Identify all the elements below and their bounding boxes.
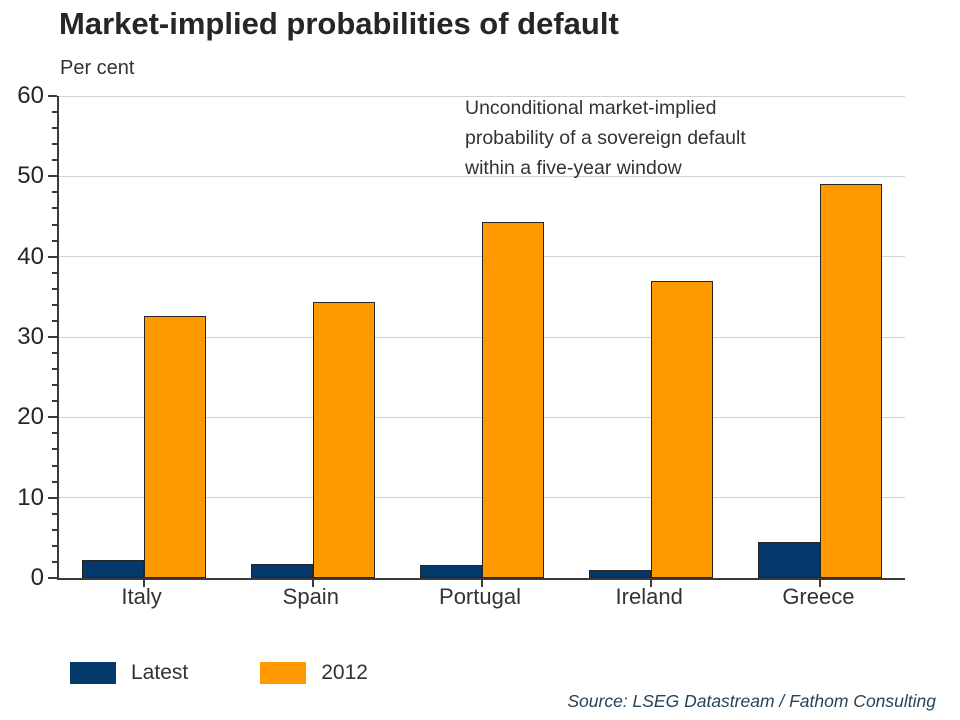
source-credit: Source: LSEG Datastream / Fathom Consult… <box>567 691 936 711</box>
y-axis-minor-tick <box>52 560 57 563</box>
y-axis-minor-tick <box>52 432 57 435</box>
y-axis-label: 10 <box>17 483 44 511</box>
x-axis-tick-spain <box>311 580 314 587</box>
y-axis-major-tick <box>48 175 57 178</box>
y-axis-major-tick <box>48 416 57 419</box>
y-axis-minor-tick <box>52 400 57 403</box>
y-axis-major-tick <box>48 336 57 338</box>
bar-latest-portugal <box>420 565 482 578</box>
y-axis-minor-tick <box>52 319 57 322</box>
bar-2012-portugal <box>482 222 544 578</box>
x-axis-tick-portugal <box>481 580 483 587</box>
bar-2012-ireland <box>651 280 714 578</box>
legend-label-latest: Latest <box>131 661 189 684</box>
y-axis-minor-tick <box>52 111 57 114</box>
x-axis-tick-greece <box>819 580 822 587</box>
y-axis-minor-tick <box>52 127 57 130</box>
y-axis-unit-label: Per cent <box>60 57 135 79</box>
legend-swatch-latest <box>70 662 116 684</box>
y-axis-minor-tick <box>52 352 57 355</box>
bar-latest-spain <box>250 564 313 578</box>
legend-item-2012: 2012 <box>260 661 368 685</box>
y-axis-minor-tick <box>52 528 57 531</box>
bar-2012-greece <box>820 183 883 578</box>
y-axis-minor-tick <box>52 287 57 290</box>
bar-2012-italy <box>143 316 206 578</box>
y-axis-minor-tick <box>52 223 57 226</box>
bar-latest-greece <box>758 541 821 578</box>
legend: Latest 2012 <box>70 661 368 685</box>
bar-latest-italy <box>81 560 144 578</box>
x-axis-label-spain: Spain <box>282 584 339 609</box>
y-axis-label: 20 <box>17 403 44 431</box>
x-axis-tick-italy <box>142 580 145 587</box>
y-axis-label: 0 <box>30 564 44 591</box>
y-axis-minor-tick <box>52 143 57 146</box>
y-axis-major-tick <box>48 496 57 499</box>
y-axis-minor-tick <box>52 271 57 274</box>
y-axis-minor-tick <box>52 512 57 515</box>
legend-swatch-2012 <box>260 662 307 684</box>
y-axis-label: 50 <box>17 162 44 190</box>
y-axis-label: 40 <box>17 242 44 270</box>
y-axis-minor-tick <box>52 544 57 547</box>
y-axis-minor-tick <box>52 159 57 162</box>
y-axis-minor-tick <box>52 191 57 194</box>
x-axis-label-ireland: Ireland <box>615 584 683 609</box>
legend-item-latest: Latest <box>70 661 188 685</box>
bar-2012-spain <box>312 301 375 578</box>
chart-annotation: Unconditional market-implied probability… <box>465 97 746 179</box>
plot-area <box>48 95 905 587</box>
gridline-50 <box>59 175 905 177</box>
x-axis-label-italy: Italy <box>121 584 162 609</box>
y-axis-minor-tick <box>52 384 57 387</box>
y-axis-label: 60 <box>17 82 44 109</box>
y-axis-major-tick <box>48 95 57 97</box>
y-axis-minor-tick <box>52 207 57 210</box>
bar-latest-ireland <box>589 569 652 578</box>
y-axis-minor-tick <box>52 464 57 467</box>
y-axis-major-tick <box>48 255 57 258</box>
legend-label-2012: 2012 <box>321 661 368 684</box>
chart-title: Market-implied probabilities of default <box>59 6 619 41</box>
y-axis-minor-tick <box>52 368 57 371</box>
gridline-60 <box>59 95 905 97</box>
x-axis-label-greece: Greece <box>782 584 855 609</box>
y-axis-major-tick <box>48 577 57 579</box>
y-axis-label: 30 <box>17 323 44 350</box>
y-axis-minor-tick <box>52 480 57 483</box>
y-axis-minor-tick <box>52 303 57 306</box>
x-axis-label-portugal: Portugal <box>439 584 521 609</box>
x-axis-tick-ireland <box>650 580 653 587</box>
y-axis-minor-tick <box>52 448 57 451</box>
y-axis-minor-tick <box>52 239 57 242</box>
